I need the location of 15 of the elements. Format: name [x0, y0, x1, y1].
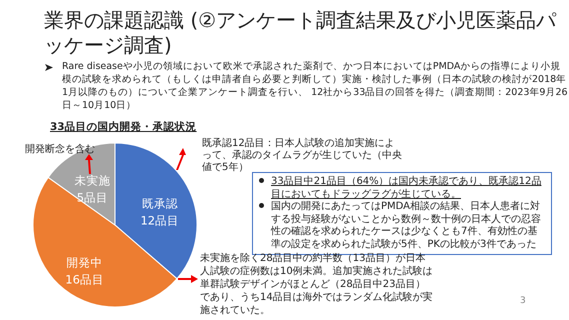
data-label: 16品目: [65, 272, 104, 287]
text: 業界の課題認識 (②アンケート調査結果及び小児医薬品パッケージ調査): [44, 8, 558, 58]
text: Rare diseaseや小児の領域において欧米で承認された薬剤で、かつ日本においてはPMDAからの指導により小規模の試験を求められて（もしくは申請者自ら必要と判断して）実施・検討した事例（日本の試験の検討が2018年1月以降のもの）について企業アンケート調査を行い、 12社から33品目の回答を得た（調査期間：2023年9月26日～10月10日）: [61, 60, 569, 112]
data-label: 12品目: [140, 214, 180, 228]
slice-label: 既承認: [142, 196, 178, 211]
text: 3: [520, 296, 526, 306]
text: 未実施を除く28品目中の約半数（13品目）が日本人試験の症例数は10例未満。追加実施された試験は単群試験デザインがほとんど（28品目中23品目）であり、うち14品目は海外ではランダム化試験が実施されていた。: [200, 252, 434, 317]
text: 既承認12品目：日本人試験の追加実施によって、承認のタイムラグが生じていた（中央値で5年）: [202, 138, 402, 174]
text: 開発断念を含む: [25, 142, 95, 156]
slice-label: 未実施: [74, 173, 110, 188]
data-label: 5品目: [76, 190, 108, 204]
slice-label: 開発中: [66, 256, 103, 270]
text: 国内の開発にあたってはPMDA相談の結果、日本人患者に対する投与経験がないことから数例～数十例の日本人での忍容性の確認を求められたケースは少なくとも7件、有効性の基準の設定を求められた試験が5件、PKの比較が3件であった: [271, 201, 542, 251]
text: 33品目の国内開発・承認状況: [50, 120, 197, 134]
text: 33品目中21品目（64%）は国内未承認であり、既承認12品目においてもドラッグラグが生じている。: [271, 176, 542, 200]
